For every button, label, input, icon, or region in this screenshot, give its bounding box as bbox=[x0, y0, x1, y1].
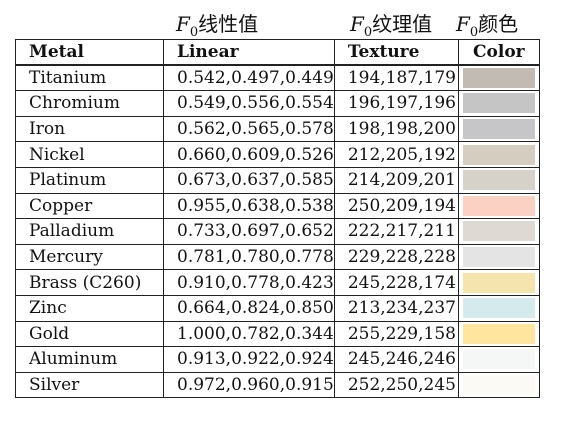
linear-cell: 0.664,0.824,0.850 bbox=[163, 294, 335, 322]
table-row: Platinum 0.673,0.637,0.585 214,209,201 bbox=[15, 166, 540, 194]
color-swatch bbox=[462, 247, 535, 268]
linear-cell: 0.955,0.638,0.538 bbox=[163, 192, 335, 220]
color-cell bbox=[457, 90, 540, 117]
header-texture: Texture bbox=[333, 39, 459, 67]
table-row: Silver 0.972,0.960,0.915 252,250,245 bbox=[15, 371, 540, 399]
color-cell bbox=[457, 346, 540, 373]
table-row: Zinc 0.664,0.824,0.850 213,234,237 bbox=[15, 294, 540, 322]
texture-cell: 245,246,246 bbox=[333, 346, 459, 373]
f0-symbol: F0 bbox=[456, 12, 479, 40]
color-swatch bbox=[462, 119, 535, 140]
table-header-row: Metal Linear Texture Color bbox=[15, 39, 540, 67]
color-cell bbox=[457, 115, 540, 143]
color-cell bbox=[457, 166, 540, 194]
linear-cell: 0.781,0.780,0.778 bbox=[163, 243, 335, 271]
texture-cell: 194,187,179 bbox=[333, 64, 459, 92]
metal-f0-table: Metal Linear Texture Color Titanium 0.542… bbox=[15, 39, 540, 399]
color-swatch bbox=[462, 68, 535, 89]
linear-cell: 0.549,0.556,0.554 bbox=[163, 90, 335, 117]
linear-cell: 0.562,0.565,0.578 bbox=[163, 115, 335, 143]
f0-symbol: F0 bbox=[350, 12, 373, 40]
metal-cell: Aluminum bbox=[15, 346, 164, 373]
table-body: Titanium 0.542,0.497,0.449 194,187,179 Chro… bbox=[15, 64, 540, 399]
texture-cell: 229,228,228 bbox=[333, 243, 459, 271]
f0-symbol: F0 bbox=[176, 12, 199, 40]
linear-cell: 0.733,0.697,0.652 bbox=[163, 218, 335, 245]
metal-cell: Platinum bbox=[15, 166, 164, 194]
texture-cell: 250,209,194 bbox=[333, 192, 459, 220]
texture-column-title: F0纹理值 bbox=[350, 8, 432, 40]
table-row: Mercury 0.781,0.780,0.778 229,228,228 bbox=[15, 243, 540, 271]
texture-cell: 245,228,174 bbox=[333, 269, 459, 296]
linear-cell: 1.000,0.782,0.344 bbox=[163, 320, 335, 348]
linear-cell: 0.660,0.609,0.526 bbox=[163, 141, 335, 168]
color-swatch bbox=[462, 298, 535, 319]
color-swatch bbox=[462, 272, 535, 293]
texture-cell: 196,197,196 bbox=[333, 90, 459, 117]
color-cell bbox=[457, 64, 540, 92]
table-row: Nickel 0.660,0.609,0.526 212,205,192 bbox=[15, 141, 540, 168]
color-swatch bbox=[462, 144, 535, 165]
color-swatch bbox=[462, 195, 535, 216]
texture-cell: 255,229,158 bbox=[333, 320, 459, 348]
header-color: Color bbox=[457, 39, 540, 67]
color-cell bbox=[457, 269, 540, 296]
table-row: Copper 0.955,0.638,0.538 250,209,194 bbox=[15, 192, 540, 220]
table-row: Palladium 0.733,0.697,0.652 222,217,211 bbox=[15, 218, 540, 245]
texture-cell: 198,198,200 bbox=[333, 115, 459, 143]
header-linear: Linear bbox=[163, 39, 335, 67]
metal-cell: Brass (C260) bbox=[15, 269, 164, 296]
color-column-title-text: 颜色 bbox=[478, 12, 519, 36]
color-cell bbox=[457, 192, 540, 220]
color-swatch bbox=[462, 93, 535, 114]
linear-column-title: F0线性值 bbox=[176, 8, 258, 40]
color-column-title: F0颜色 bbox=[456, 8, 518, 40]
texture-cell: 222,217,211 bbox=[333, 218, 459, 245]
metal-cell: Copper bbox=[15, 192, 164, 220]
metal-cell: Nickel bbox=[15, 141, 164, 168]
color-swatch bbox=[462, 349, 535, 370]
table-row: Brass (C260) 0.910,0.778,0.423 245,228,174 bbox=[15, 269, 540, 296]
color-cell bbox=[457, 243, 540, 271]
color-swatch bbox=[462, 375, 535, 396]
metal-cell: Mercury bbox=[15, 243, 164, 271]
metal-cell: Silver bbox=[15, 371, 164, 399]
color-cell bbox=[457, 371, 540, 399]
color-cell bbox=[457, 294, 540, 322]
texture-cell: 214,209,201 bbox=[333, 166, 459, 194]
metal-cell: Zinc bbox=[15, 294, 164, 322]
color-swatch bbox=[462, 221, 535, 242]
color-cell bbox=[457, 141, 540, 168]
linear-cell: 0.913,0.922,0.924 bbox=[163, 346, 335, 373]
linear-cell: 0.673,0.637,0.585 bbox=[163, 166, 335, 194]
table-row: Chromium 0.549,0.556,0.554 196,197,196 bbox=[15, 90, 540, 117]
color-swatch bbox=[462, 323, 535, 344]
metal-cell: Chromium bbox=[15, 90, 164, 117]
linear-cell: 0.910,0.778,0.423 bbox=[163, 269, 335, 296]
table-row: Iron 0.562,0.565,0.578 198,198,200 bbox=[15, 115, 540, 143]
table-row: Gold 1.000,0.782,0.344 255,229,158 bbox=[15, 320, 540, 348]
metal-cell: Gold bbox=[15, 320, 164, 348]
table-row: Aluminum 0.913,0.922,0.924 245,246,246 bbox=[15, 346, 540, 373]
metal-cell: Iron bbox=[15, 115, 164, 143]
texture-column-title-text: 纹理值 bbox=[372, 12, 433, 36]
color-swatch bbox=[462, 170, 535, 191]
color-cell bbox=[457, 218, 540, 245]
header-metal: Metal bbox=[15, 39, 164, 67]
table-row: Titanium 0.542,0.497,0.449 194,187,179 bbox=[15, 64, 540, 92]
linear-column-title-text: 线性值 bbox=[198, 12, 259, 36]
linear-cell: 0.972,0.960,0.915 bbox=[163, 371, 335, 399]
linear-cell: 0.542,0.497,0.449 bbox=[163, 64, 335, 92]
texture-cell: 212,205,192 bbox=[333, 141, 459, 168]
color-cell bbox=[457, 320, 540, 348]
texture-cell: 252,250,245 bbox=[333, 371, 459, 399]
metal-cell: Palladium bbox=[15, 218, 164, 245]
metal-cell: Titanium bbox=[15, 64, 164, 92]
texture-cell: 213,234,237 bbox=[333, 294, 459, 322]
